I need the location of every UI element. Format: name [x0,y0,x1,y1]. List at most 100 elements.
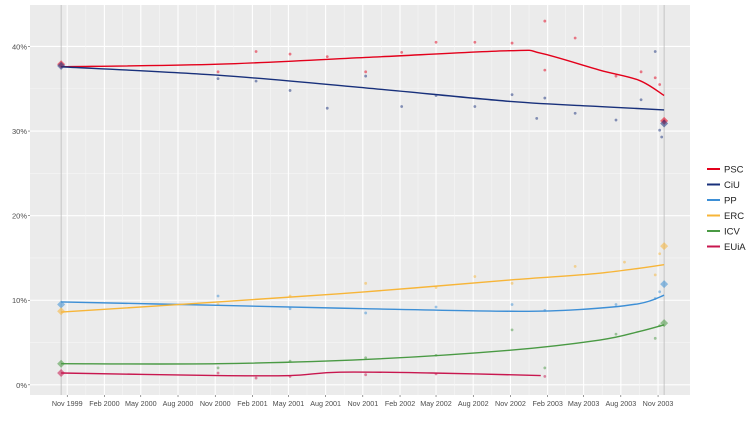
poll-point-ciu [660,135,664,139]
trend-lines [61,49,665,377]
poll-point-pp [658,290,662,294]
poll-point-erc [473,275,477,278]
poll-point-ciu [543,96,547,100]
poll-point-ciu [535,116,539,120]
poll-point-euia [364,373,368,377]
poll-point-pp [364,311,368,315]
poll-point-erc [573,265,577,268]
x-axis: Nov 1999 Feb 2000 May 2000 Aug 2000 Nov 2000… [52,395,674,408]
poll-point-icv [543,366,547,370]
poll-point-psc [653,76,657,80]
election-lines [60,5,665,395]
poll-point-icv [614,332,618,336]
poll-point-ciu [254,79,258,83]
poll-point-ciu [510,93,514,97]
election-result-ciu [660,119,669,128]
poll-point-ciu [288,89,292,92]
trend-line-euia [61,371,541,377]
poll-point-ciu [573,111,577,115]
y-tick-label: 10% [12,296,27,305]
x-tick-label: May 2002 [420,399,452,408]
poll-point-psc [473,40,477,44]
poll-point-psc [510,41,514,45]
poll-point-pp [510,303,514,306]
poll-point-erc [364,281,368,285]
poll-point-psc [364,70,368,74]
poll-point-psc [254,50,258,53]
x-tick-label: May 2003 [568,399,600,408]
legend: PSC CiU PP ERC ICV EUiA [707,165,746,253]
x-tick-label: Aug 2002 [458,399,489,408]
election-result-erc [660,242,669,251]
poll-point-pp [216,294,220,298]
x-tick-label: Nov 2001 [347,399,378,408]
legend-label-pp: PP [724,196,737,207]
poll-point-euia [254,376,258,380]
x-tick-label: Nov 2000 [200,399,231,408]
legend-label-ciu: CiU [724,180,740,191]
poll-point-psc [614,74,618,78]
trend-line-erc [61,264,665,313]
trend-line-pp [61,294,665,312]
poll-point-erc [510,281,514,285]
poll-point-ciu [614,118,618,122]
x-tick-label: Feb 2002 [385,399,415,408]
plot-panel [30,5,690,395]
poll-point-ciu [325,106,329,110]
poll-point-psc [543,19,547,23]
poll-point-psc [216,70,220,74]
y-tick-label: 30% [12,127,27,136]
election-result-icv [57,359,66,368]
poll-point-psc [658,83,662,86]
poll-points [216,19,666,380]
y-tick-label: 0% [16,381,27,390]
poll-point-ciu [653,50,657,53]
poll-point-psc [639,70,643,74]
legend-label-erc: ERC [724,211,744,222]
poll-point-psc [400,50,404,54]
poll-point-psc [573,36,577,40]
x-tick-label: Nov 1999 [52,399,83,408]
election-results [57,60,669,378]
election-result-icv [660,319,669,328]
poll-point-psc [543,68,547,72]
x-tick-label: Feb 2003 [532,399,562,408]
x-tick-label: Nov 2003 [643,399,674,408]
poll-point-icv [653,336,657,340]
x-tick-label: Aug 2003 [605,399,636,408]
x-tick-label: Aug 2000 [163,399,194,408]
poll-point-euia [216,371,220,375]
poll-point-erc [658,252,662,256]
poll-point-ciu [473,105,477,108]
grid [30,5,690,395]
election-result-pp [57,300,66,309]
poll-point-icv [364,356,368,360]
election-result-euia [57,369,66,378]
x-tick-label: May 2000 [125,399,157,408]
poll-point-psc [288,52,292,56]
x-tick-label: Feb 2001 [237,399,267,408]
poll-point-icv [216,366,220,370]
x-tick-label: Nov 2002 [495,399,526,408]
poll-point-pp [288,307,292,311]
legend-label-psc: PSC [724,165,744,176]
poll-point-ciu [364,74,368,78]
legend-label-euia: EUiA [724,242,746,253]
y-tick-label: 20% [12,212,27,221]
y-axis: 0% 10% 20% 30% 40% [12,42,30,390]
poll-point-erc [623,260,626,264]
legend-label-icv: ICV [724,227,741,238]
x-tick-label: Aug 2001 [310,399,341,408]
x-tick-label: Feb 2000 [89,399,119,408]
y-tick-label: 40% [12,42,27,51]
election-result-ciu [57,61,66,70]
poll-point-pp [614,303,618,306]
poll-point-erc [653,273,657,277]
poll-point-euia [543,374,547,378]
poll-point-pp [434,305,438,309]
trend-line-ciu [61,66,665,111]
poll-point-ciu [639,98,643,102]
poll-point-icv [510,328,514,332]
election-result-pp [660,280,669,289]
